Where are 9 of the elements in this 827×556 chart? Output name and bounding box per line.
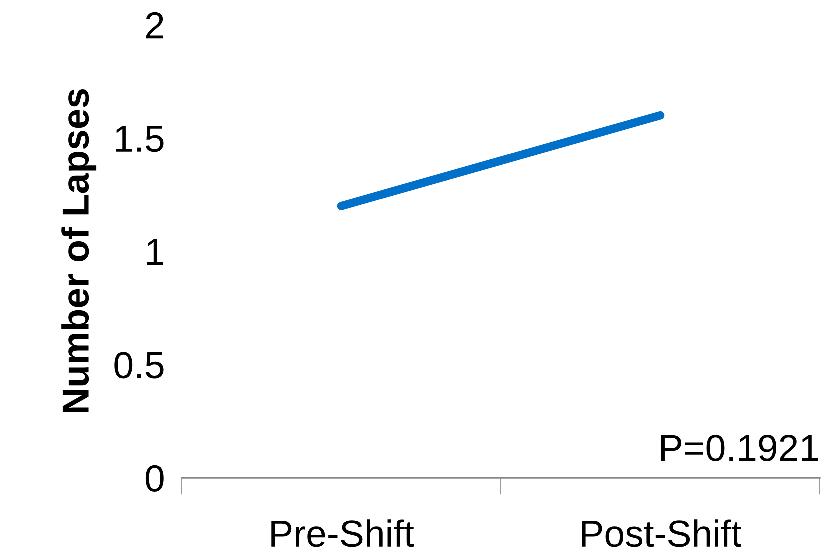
y-tick-label: 2	[146, 12, 164, 39]
y-tick-label: 1.5	[116, 126, 164, 152]
y-axis-title: Number of Lapses	[62, 89, 97, 413]
x-tick-label: Post-Shift	[582, 520, 742, 548]
x-tick-label: Pre-Shift	[272, 520, 414, 548]
y-tick-label: 0	[146, 465, 164, 492]
annotation: P=0.1921	[661, 434, 818, 462]
y-tick-label: 1	[147, 239, 164, 266]
y-tick-label: 0.5	[114, 352, 164, 379]
